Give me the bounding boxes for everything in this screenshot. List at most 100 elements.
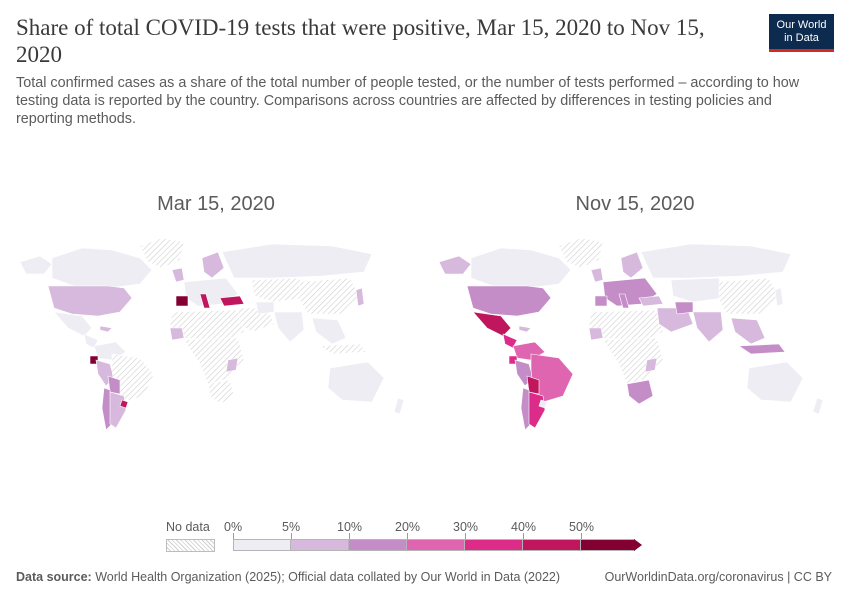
- legend-swatch-0-5[interactable]: [233, 539, 291, 551]
- legend-tick: [523, 533, 524, 539]
- region-southeast-asia[interactable]: [730, 317, 766, 345]
- region-usa[interactable]: [47, 285, 133, 317]
- region-bolivia[interactable]: [526, 375, 540, 395]
- legend-bin-label-30: 30%: [453, 520, 479, 534]
- region-scandinavia[interactable]: [201, 251, 225, 279]
- legend-arrow-icon: [634, 539, 642, 551]
- region-greenland[interactable]: [558, 237, 604, 269]
- chart-title: Share of total COVID-19 tests that were …: [16, 15, 705, 67]
- region-argentina[interactable]: [528, 391, 546, 429]
- source-url-link[interactable]: OurWorldinData.org/coronavirus | CC BY: [604, 570, 832, 584]
- region-west-africa[interactable]: [588, 327, 604, 341]
- region-greenland[interactable]: [139, 237, 185, 269]
- region-usa[interactable]: [466, 285, 552, 317]
- map-title-nov-15: Nov 15, 2020: [575, 193, 695, 215]
- region-mexico[interactable]: [472, 311, 512, 337]
- region-turkey[interactable]: [638, 295, 664, 307]
- region-australia[interactable]: [746, 361, 804, 403]
- legend-swatch-10-20[interactable]: [349, 539, 407, 551]
- region-iran[interactable]: [674, 301, 694, 315]
- region-central-america[interactable]: [83, 333, 99, 349]
- region-central-america[interactable]: [502, 333, 518, 349]
- region-southeast-asia[interactable]: [311, 317, 347, 345]
- region-china[interactable]: [718, 277, 780, 315]
- region-new-zealand[interactable]: [812, 397, 824, 415]
- legend-tick: [233, 533, 234, 539]
- legend-tick: [407, 533, 408, 539]
- region-mexico[interactable]: [53, 311, 93, 337]
- region-china[interactable]: [299, 277, 361, 315]
- world-map-mar-15[interactable]: [12, 228, 417, 438]
- region-south-africa[interactable]: [626, 379, 654, 405]
- region-uruguay[interactable]: [119, 399, 129, 409]
- legend-bin-label-40: 40%: [511, 520, 537, 534]
- world-map-nov-15[interactable]: [431, 228, 836, 438]
- legend-tick: [291, 533, 292, 539]
- logo-line-1: Our World: [776, 19, 827, 31]
- region-central-africa[interactable]: [183, 337, 245, 385]
- data-source-text: World Health Organization (2025); Offici…: [95, 570, 561, 584]
- legend-no-data-swatch[interactable]: [166, 539, 215, 552]
- legend-bin-label-20: 20%: [395, 520, 421, 534]
- legend-swatch-30-40[interactable]: [465, 539, 523, 551]
- logo-line-2: in Data: [784, 32, 819, 44]
- region-east-africa[interactable]: [644, 357, 658, 373]
- region-uruguay[interactable]: [538, 399, 548, 409]
- region-chile[interactable]: [520, 387, 532, 431]
- region-central-africa[interactable]: [602, 337, 664, 385]
- legend-swatch-5-10[interactable]: [291, 539, 349, 551]
- region-iran[interactable]: [255, 301, 275, 315]
- region-japan-korea[interactable]: [774, 287, 784, 307]
- region-alaska[interactable]: [438, 255, 472, 275]
- region-russia[interactable]: [221, 243, 373, 279]
- region-spain[interactable]: [175, 295, 189, 307]
- region-japan-korea[interactable]: [355, 287, 365, 307]
- color-legend: No data 0% 5% 10% 20% 30% 40% 50%: [0, 515, 850, 555]
- region-australia[interactable]: [327, 361, 385, 403]
- map-title-mar-15: Mar 15, 2020: [157, 193, 275, 215]
- legend-tick: [581, 533, 582, 539]
- region-south-africa[interactable]: [207, 379, 235, 405]
- legend-tick: [349, 533, 350, 539]
- region-brazil[interactable]: [530, 353, 574, 403]
- legend-bin-label-0: 0%: [224, 520, 243, 534]
- region-west-africa[interactable]: [169, 327, 185, 341]
- legend-tick: [465, 533, 466, 539]
- region-central-asia[interactable]: [251, 277, 305, 303]
- data-source: Data source: World Health Organization (…: [16, 570, 560, 584]
- chart-subtitle: Total confirmed cases as a share of the …: [16, 75, 800, 127]
- region-caribbean[interactable]: [99, 325, 113, 333]
- region-bolivia[interactable]: [107, 375, 121, 395]
- legend-swatch-20-30[interactable]: [407, 539, 465, 551]
- legend-bin-label-10: 10%: [337, 520, 363, 534]
- region-brazil[interactable]: [111, 353, 155, 403]
- data-source-label: Data source:: [16, 570, 92, 584]
- region-russia[interactable]: [640, 243, 792, 279]
- region-alaska[interactable]: [19, 255, 53, 275]
- owid-logo[interactable]: Our World in Data: [769, 14, 834, 52]
- region-central-asia[interactable]: [670, 277, 724, 303]
- region-east-africa[interactable]: [225, 357, 239, 373]
- region-canada[interactable]: [51, 247, 153, 289]
- region-south-asia[interactable]: [692, 311, 724, 343]
- region-scandinavia[interactable]: [620, 251, 644, 279]
- legend-swatch-40-50[interactable]: [523, 539, 581, 551]
- region-indonesia[interactable]: [319, 343, 367, 355]
- region-caribbean[interactable]: [518, 325, 532, 333]
- legend-bin-label-5: 5%: [282, 520, 301, 534]
- region-south-asia[interactable]: [273, 311, 305, 343]
- region-chile[interactable]: [101, 387, 113, 431]
- region-italy[interactable]: [618, 293, 630, 309]
- region-new-zealand[interactable]: [393, 397, 405, 415]
- region-spain[interactable]: [594, 295, 608, 307]
- legend-no-data-label: No data: [166, 520, 210, 534]
- region-argentina[interactable]: [109, 391, 127, 429]
- legend-bin-label-50: 50%: [569, 520, 595, 534]
- region-italy[interactable]: [199, 293, 211, 309]
- region-iceland-uk[interactable]: [590, 267, 604, 283]
- legend-swatch-50-plus[interactable]: [581, 539, 635, 551]
- region-turkey[interactable]: [219, 295, 245, 307]
- region-indonesia[interactable]: [738, 343, 786, 355]
- region-iceland-uk[interactable]: [171, 267, 185, 283]
- region-canada[interactable]: [470, 247, 572, 289]
